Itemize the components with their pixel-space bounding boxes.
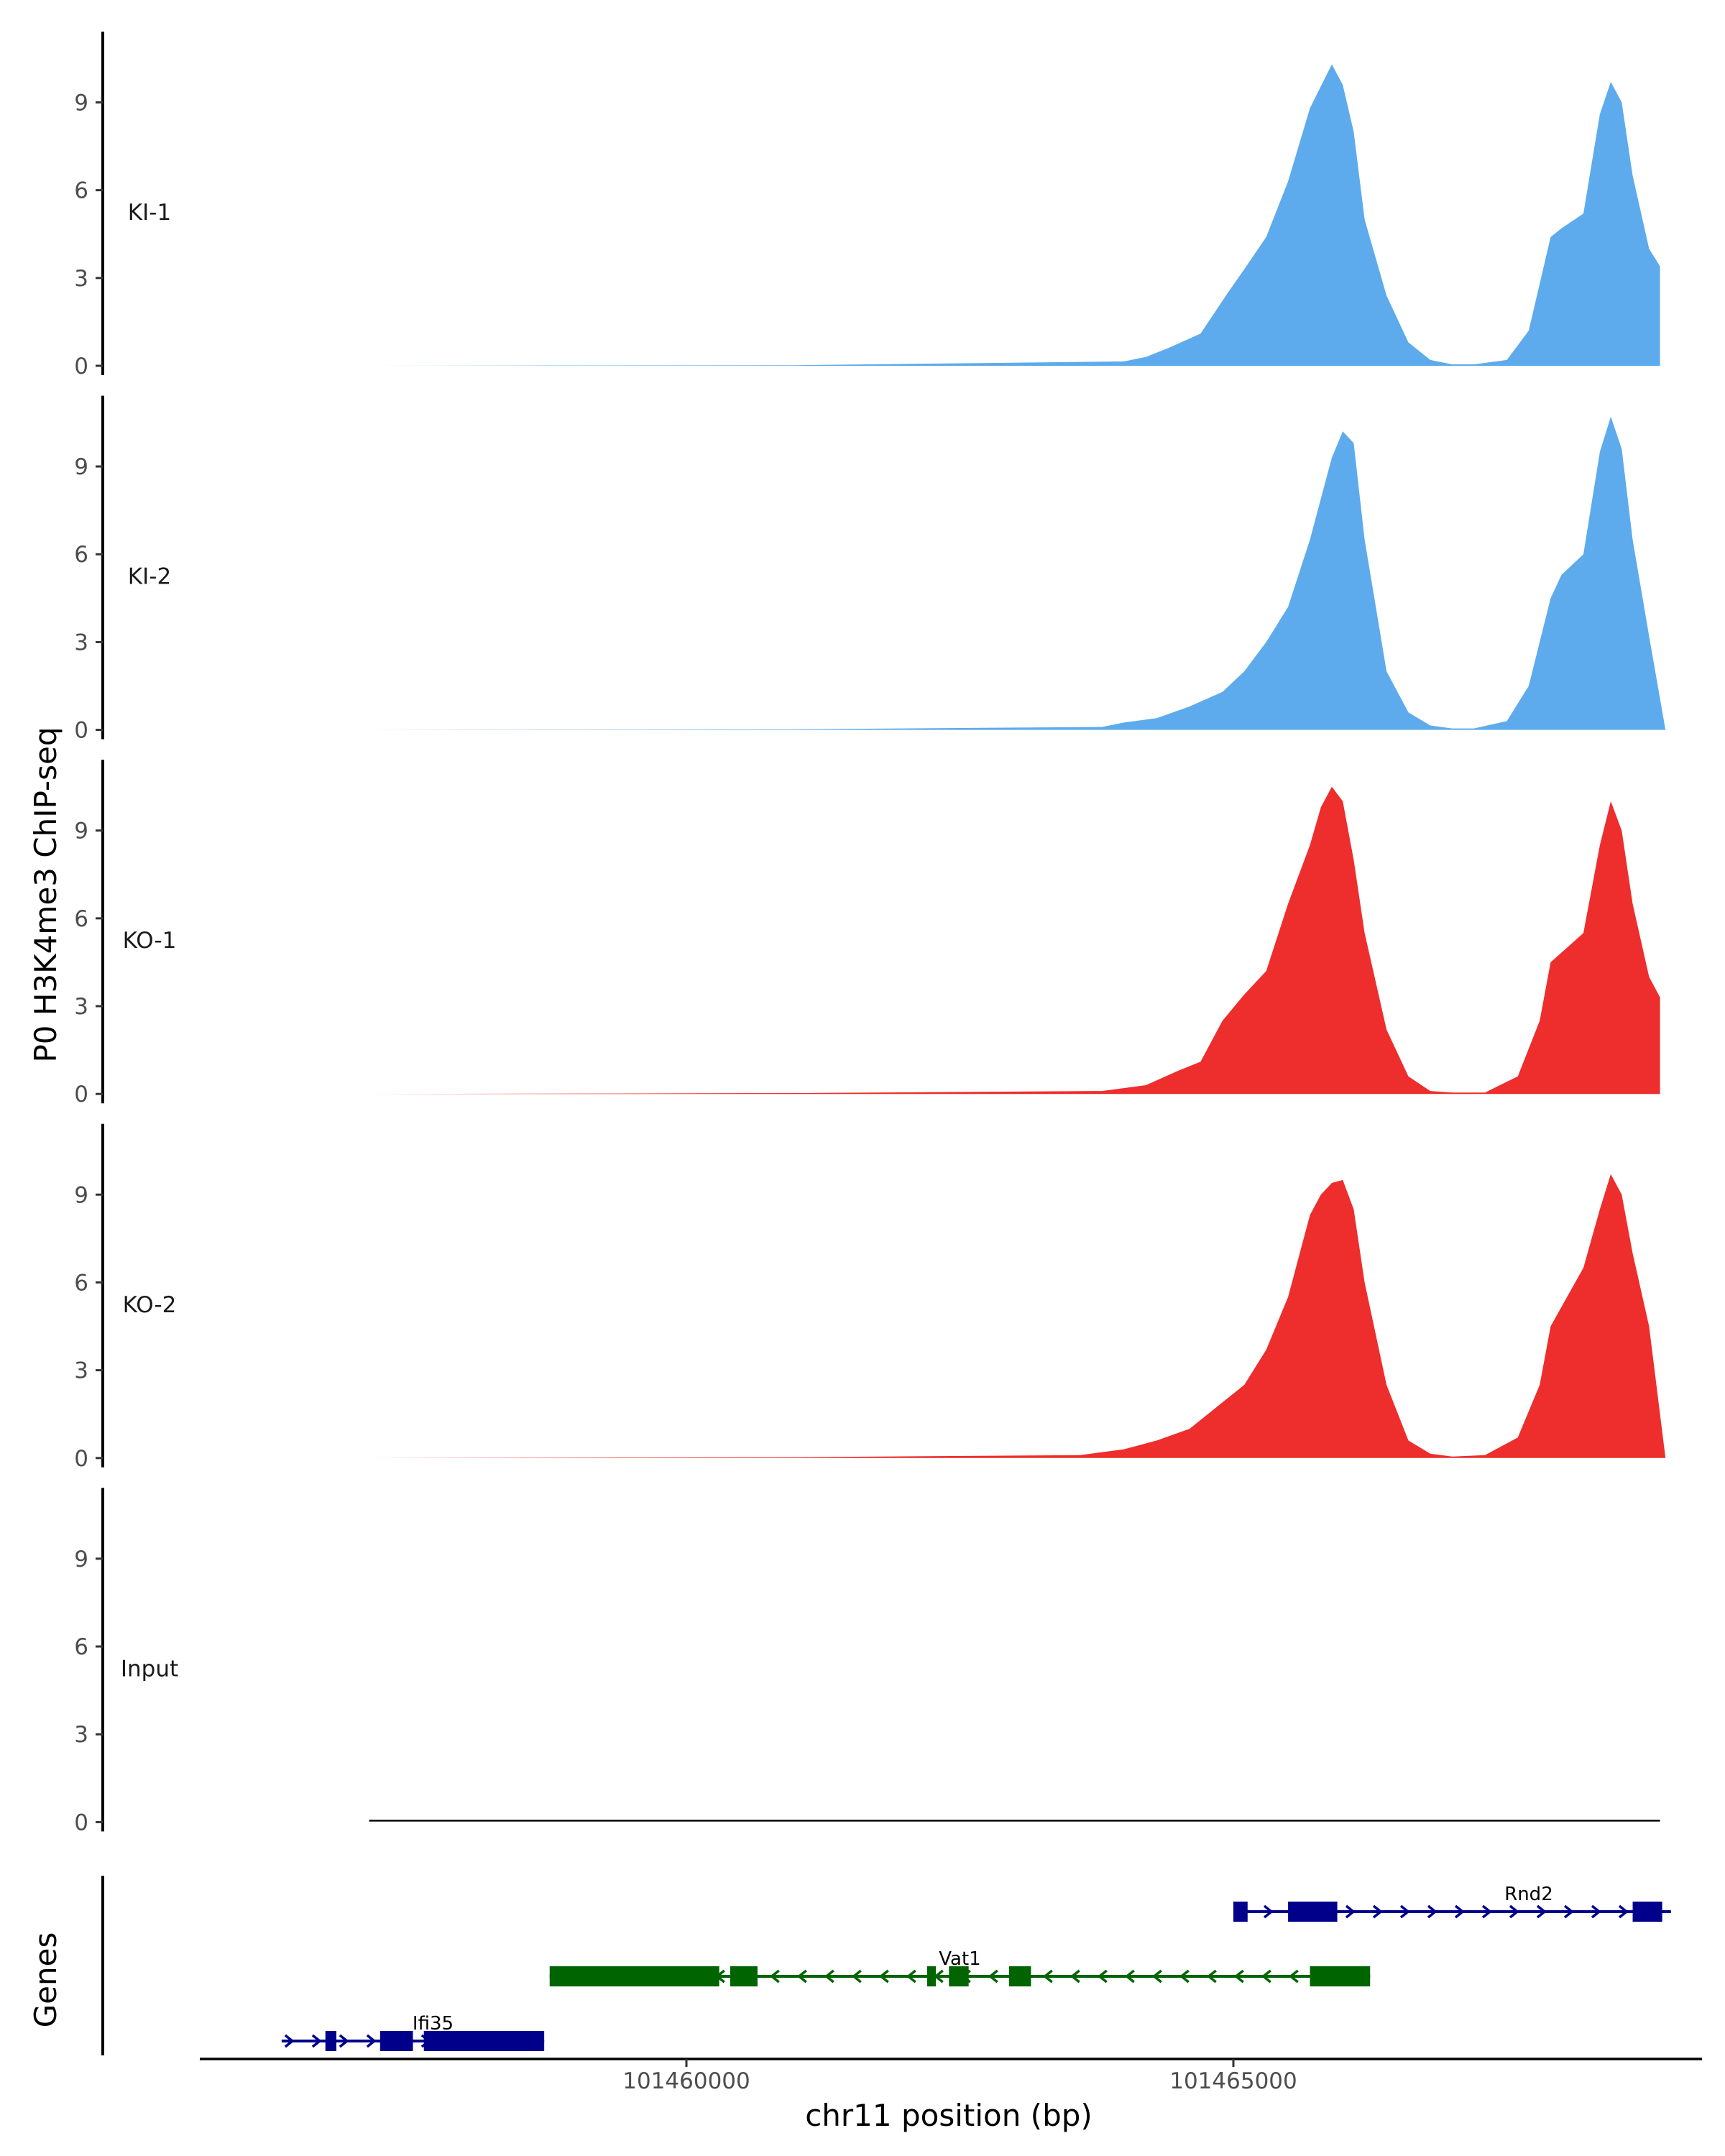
gene-label: Rnd2	[1504, 1884, 1553, 1905]
y-tick-label: 6	[74, 542, 88, 568]
gene-exon	[1310, 1966, 1371, 1986]
y-tick-label: 9	[74, 1547, 88, 1572]
y-tick-label: 9	[74, 90, 88, 116]
gene-exon	[1233, 1902, 1248, 1922]
gene-ifi35: Ifi35	[281, 2013, 545, 2051]
y-axis-title: P0 H3K4me3 ChIP-seq	[28, 727, 63, 1062]
strand-arrow	[1454, 1904, 1465, 1919]
y-tick-label: 3	[74, 1358, 88, 1384]
strand-arrow	[1427, 1904, 1438, 1919]
strand-arrow	[796, 1969, 807, 1984]
y-tick-label: 0	[74, 718, 88, 744]
gene-exon	[1288, 1902, 1338, 1922]
gene-exon	[949, 1966, 969, 1986]
y-tick-label: 0	[74, 1810, 88, 1835]
y-tick-label: 0	[74, 1082, 88, 1107]
y-tick-label: 0	[74, 1446, 88, 1472]
strand-arrow	[1097, 1969, 1108, 1984]
gene-track: Rnd2 Vat1 Ifi35	[101, 1876, 1671, 2055]
y-tick-label: 9	[74, 819, 88, 844]
track-label: KI-1	[128, 200, 171, 226]
signal-area-ki-2	[369, 416, 1666, 730]
strand-arrow	[1233, 1969, 1244, 1984]
x-tick-label: 101465000	[1169, 2068, 1297, 2094]
gene-vat1: Vat1	[549, 1948, 1371, 1986]
signal-area-ko-1	[369, 786, 1660, 1095]
gene-exon	[380, 2031, 413, 2051]
gene-exon	[1632, 1902, 1662, 1922]
y-tick-label: 3	[74, 1722, 88, 1748]
signal-area-ko-2	[369, 1174, 1666, 1458]
strand-arrow	[1372, 1904, 1383, 1919]
y-tick-label: 6	[74, 1634, 88, 1660]
x-axis-title: chr11 position (bp)	[805, 2098, 1092, 2133]
gene-exon	[549, 1966, 719, 1986]
strand-arrow	[1179, 1969, 1190, 1984]
y-tick-label: 9	[74, 454, 88, 480]
gene-exon	[423, 2031, 545, 2051]
gene-exon	[1008, 1966, 1031, 1986]
track-label: KO-1	[123, 928, 177, 954]
strand-arrow	[824, 1969, 834, 1984]
x-axis: 101460000 101465000	[200, 2058, 1702, 2094]
strand-arrow	[339, 2034, 349, 2048]
y-tick-label: 3	[74, 266, 88, 292]
track-label: Input	[121, 1656, 178, 1682]
strand-arrow	[906, 1969, 916, 1984]
strand-arrow	[1042, 1969, 1053, 1984]
strand-arrow	[1288, 1969, 1299, 1984]
strand-arrow	[1206, 1969, 1217, 1984]
strand-arrow	[311, 2034, 322, 2048]
strand-arrow	[1618, 1904, 1629, 1919]
strand-arrow	[851, 1969, 862, 1984]
strand-arrow	[1151, 1969, 1162, 1984]
gene-track-title: Genes	[28, 1932, 63, 2028]
strand-arrow	[284, 2034, 295, 2048]
strand-arrow	[769, 1969, 780, 1984]
track-ki-2: 0 3 6 9 KI-2	[74, 395, 1666, 744]
track-ko-2: 0 3 6 9 KO-2	[74, 1123, 1666, 1472]
gene-exon	[325, 2031, 336, 2051]
strand-arrow	[1563, 1904, 1574, 1919]
signal-area-ki-1	[369, 64, 1660, 366]
y-tick-label: 0	[74, 354, 88, 379]
gene-rnd2: Rnd2	[1233, 1884, 1671, 1922]
strand-arrow	[1345, 1904, 1356, 1919]
strand-arrow	[366, 2034, 377, 2048]
y-tick-label: 3	[74, 630, 88, 655]
signal-tracks: 0 3 6 9 KI-1 0 3 6 9 KI-2 0 3 6 9 KO-1 0 3 6 9 KO-2 0 3 6 9 Inpu…	[74, 32, 1666, 1835]
track-ko-1: 0 3 6 9 KO-1	[74, 760, 1660, 1107]
strand-arrow	[1591, 1904, 1601, 1919]
strand-arrow	[1124, 1969, 1135, 1984]
track-ki-1: 0 3 6 9 KI-1	[74, 32, 1660, 379]
gene-exon	[730, 1966, 758, 1986]
gene-exon	[926, 1966, 937, 1986]
strand-arrow	[1536, 1904, 1547, 1919]
strand-arrow	[1263, 1904, 1274, 1919]
y-tick-label: 6	[74, 1270, 88, 1296]
strand-arrow	[988, 1969, 998, 1984]
gene-label: Vat1	[939, 1948, 980, 1970]
strand-arrow	[1481, 1904, 1492, 1919]
strand-arrow	[878, 1969, 889, 1984]
track-label: KI-2	[128, 564, 171, 590]
y-tick-label: 3	[74, 994, 88, 1020]
strand-arrow	[1070, 1969, 1080, 1984]
strand-arrow	[1509, 1904, 1519, 1919]
track-input: 0 3 6 9 Input	[74, 1488, 1660, 1835]
y-tick-label: 6	[74, 178, 88, 204]
strand-arrow	[1261, 1969, 1271, 1984]
track-label: KO-2	[123, 1292, 177, 1318]
y-tick-label: 6	[74, 906, 88, 932]
gene-label: Ifi35	[413, 2013, 454, 2035]
x-tick-label: 101460000	[622, 2068, 750, 2094]
strand-arrow	[1399, 1904, 1410, 1919]
y-tick-label: 9	[74, 1182, 88, 1208]
